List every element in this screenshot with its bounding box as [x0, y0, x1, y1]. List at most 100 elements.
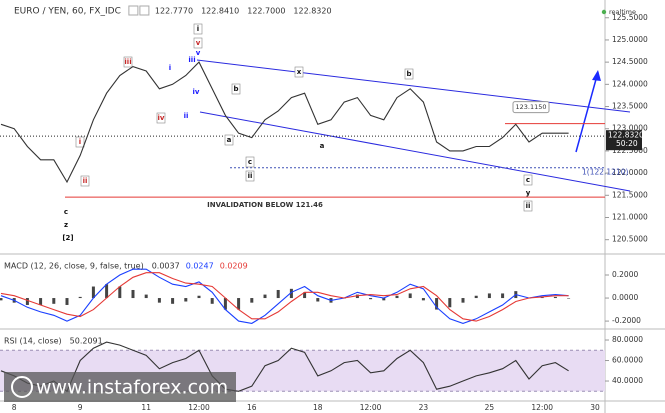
histogram-bar	[461, 298, 465, 303]
ohlc-value: 122.7770	[155, 7, 193, 16]
wave-label: iii	[124, 58, 131, 66]
histogram-bar	[369, 298, 373, 300]
x-tick-label: 23	[419, 403, 429, 412]
histogram-bar	[52, 298, 56, 304]
histogram-bar	[210, 298, 214, 304]
y-tick-label: 60.0000	[612, 356, 643, 365]
wave-label: x	[297, 68, 302, 76]
histogram-bar	[39, 298, 43, 305]
last-price-box	[606, 130, 642, 151]
wave-label: ii	[83, 177, 88, 185]
y-tick-label: 125.5000	[612, 13, 648, 22]
x-tick-label: 9	[78, 403, 83, 412]
header-icon	[139, 5, 150, 16]
indicator-value: 0.0209	[220, 262, 248, 271]
wave-label: z	[64, 221, 68, 229]
wave-label-box	[404, 68, 414, 80]
indicator-title: MACD (12, 26, close, 9, false, true)	[4, 262, 144, 271]
wave-label-box	[224, 134, 234, 146]
indicator-title: RSI (14, close)	[4, 337, 62, 346]
wave-label-box	[245, 156, 255, 168]
wave-label-box	[156, 112, 166, 124]
x-tick-label: 18	[313, 403, 323, 412]
histogram-bar	[421, 298, 425, 301]
y-tick-label: 123.5000	[612, 102, 648, 111]
y-tick-label: 40.0000	[612, 376, 643, 385]
wave-label-box	[523, 200, 533, 212]
y-tick-label: 0.2000	[612, 270, 638, 279]
wave-label: y	[526, 189, 531, 197]
histogram-bar	[501, 293, 505, 299]
status: realtime	[609, 8, 636, 16]
wave-label: c	[248, 158, 252, 166]
wave-label-box	[193, 23, 203, 35]
wave-label: ii	[526, 202, 531, 210]
x-tick-label: 30	[590, 403, 600, 412]
y-tick-label: 124.0000	[612, 79, 648, 88]
wave-label: i	[79, 138, 81, 146]
wave-label-box	[75, 136, 85, 148]
wave-label-box	[193, 37, 203, 49]
wave-label: iii	[188, 56, 195, 64]
series-line	[0, 61, 569, 184]
watermark: www.instaforex.com	[36, 377, 228, 399]
histogram-bar	[567, 298, 571, 299]
histogram-bar	[289, 288, 293, 299]
x-tick-label: 25	[485, 403, 495, 412]
histogram-bar	[223, 298, 227, 310]
ohlc-value: 122.8320	[293, 7, 331, 16]
histogram-bar	[487, 293, 491, 299]
ohlc-value: 122.8410	[201, 7, 239, 16]
ohlc-value: 122.7000	[247, 7, 285, 16]
series-line	[0, 268, 569, 324]
histogram-bar	[131, 289, 135, 299]
wave-label-box	[294, 66, 304, 78]
wave-label: a	[227, 136, 232, 144]
header-icon	[128, 5, 139, 16]
status-dot	[601, 9, 607, 15]
histogram-bar	[65, 298, 69, 305]
wave-label: b	[406, 70, 411, 78]
histogram-bar	[237, 298, 241, 310]
last-price-label: 122.8320	[608, 131, 644, 140]
indicator-value: 0.0037	[152, 262, 180, 271]
x-tick-label: 8	[12, 403, 17, 412]
histogram-bar	[553, 296, 557, 299]
x-tick-label: 16	[247, 403, 257, 412]
wave-label: [2]	[62, 234, 73, 242]
indicator-value: 50.2091	[70, 337, 103, 346]
countdown: 50:20	[616, 139, 638, 148]
histogram-bar	[197, 295, 201, 299]
level-label: 123.1150	[515, 103, 546, 111]
y-tick-label: -0.2000	[612, 316, 641, 325]
histogram-bar	[395, 295, 399, 299]
watermark-logo	[11, 376, 33, 398]
histogram-bar	[303, 292, 307, 299]
histogram-bar	[184, 298, 188, 302]
level-label: INVALIDATION BELOW 121.46	[207, 201, 323, 209]
wave-label: v	[196, 39, 201, 47]
histogram-bar	[276, 289, 280, 299]
histogram-bar	[448, 298, 452, 308]
histogram-bar	[157, 298, 161, 303]
arrow-head	[592, 70, 601, 81]
indicator-value: 0.0247	[186, 262, 214, 271]
wave-label: i	[197, 25, 199, 33]
series-line	[0, 341, 569, 393]
histogram-bar	[144, 294, 148, 299]
wave-label: v	[196, 49, 201, 57]
wave-label: iv	[193, 88, 200, 96]
wave-label: a	[320, 142, 325, 150]
x-tick-label: 12:00	[188, 403, 210, 412]
level-label-box	[512, 101, 550, 114]
histogram-bar	[78, 296, 82, 299]
x-tick-label: 12:00	[531, 403, 553, 412]
x-tick-label: 12:00	[360, 403, 382, 412]
histogram-bar	[171, 298, 175, 304]
y-tick-label: 80.0000	[612, 335, 643, 344]
histogram-bar	[118, 286, 122, 299]
series-line	[0, 272, 569, 322]
histogram-bar	[263, 294, 267, 299]
